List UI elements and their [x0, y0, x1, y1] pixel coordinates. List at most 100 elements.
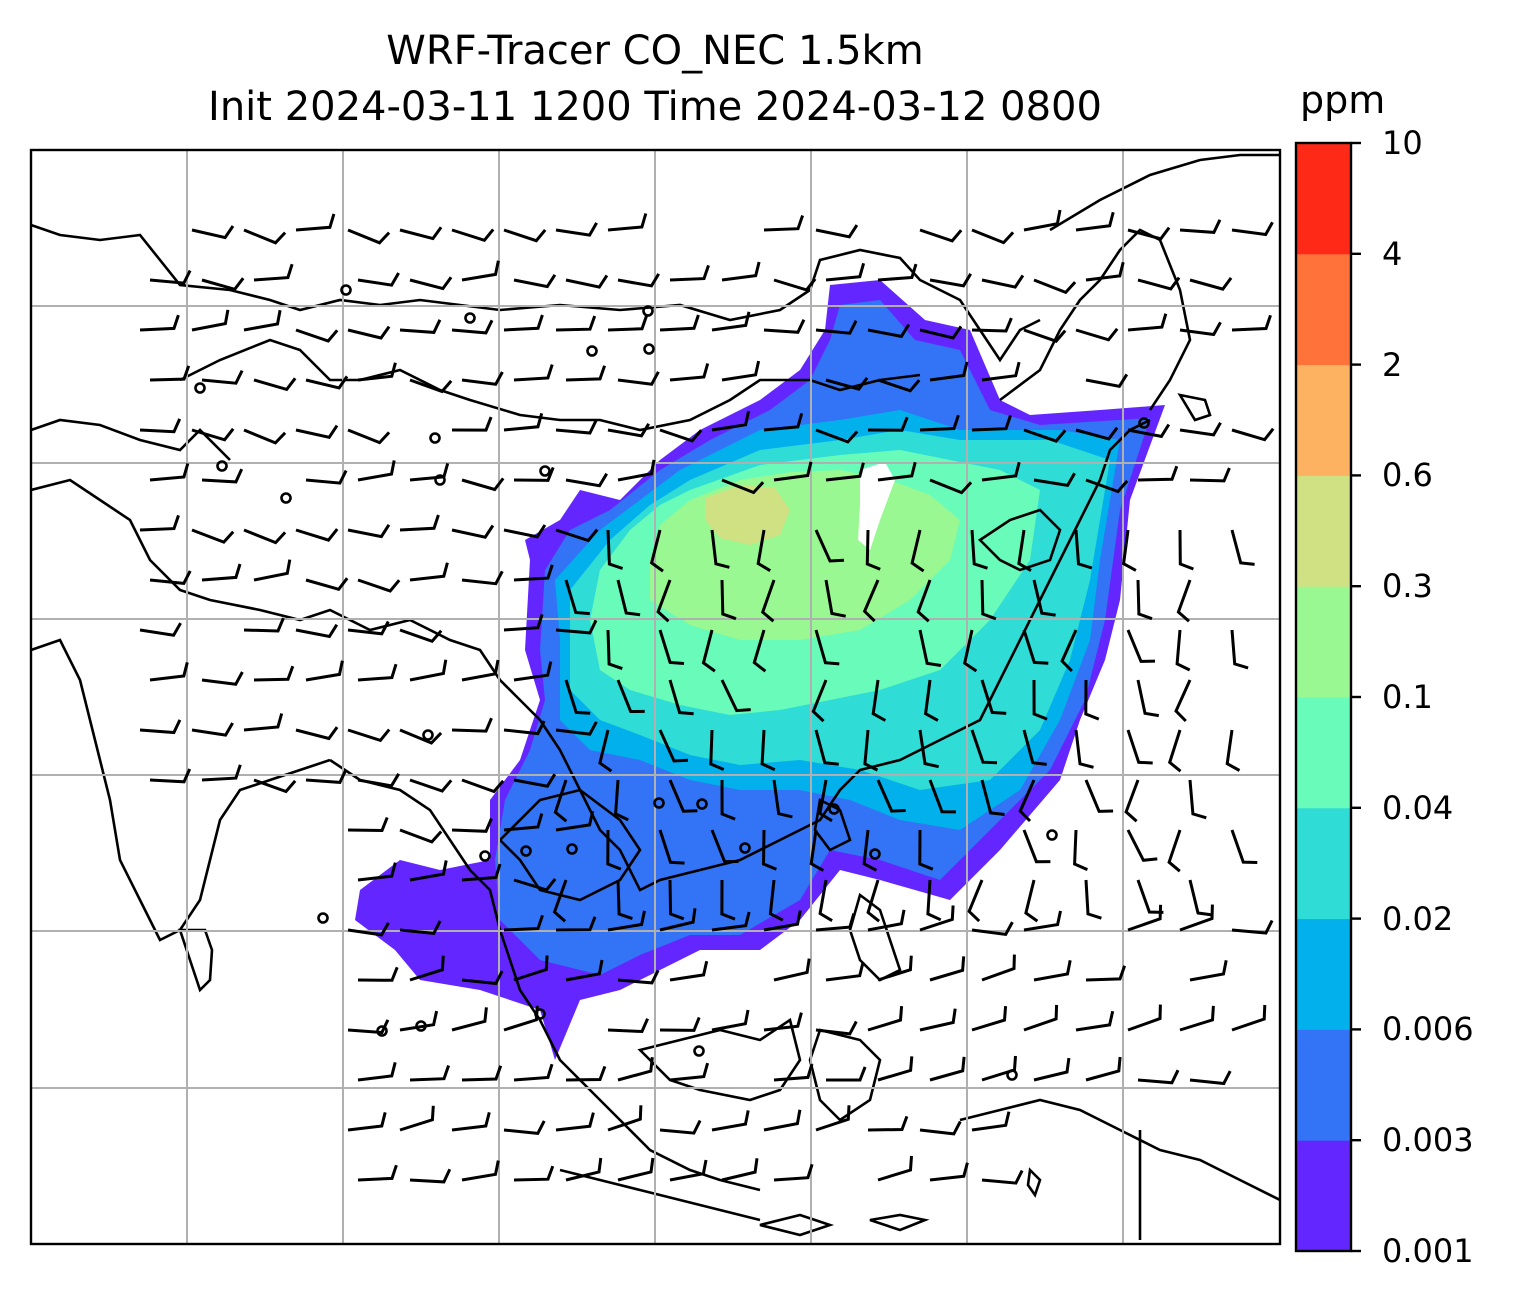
wind-barb [305, 769, 348, 784]
wind-barb [503, 720, 546, 736]
wind-barb [1137, 1069, 1180, 1085]
wind-barb [295, 726, 339, 741]
wind-barb [461, 371, 504, 386]
calm-marker [566, 843, 578, 855]
wind-barb [763, 412, 804, 432]
wind-barb [399, 920, 442, 935]
wind-barb [149, 768, 192, 784]
colorbar-segment [1296, 475, 1351, 587]
wind-barb [1084, 879, 1102, 920]
wind-barb [867, 1115, 909, 1132]
wind-barb [1136, 579, 1153, 621]
calm-marker [422, 729, 434, 741]
wind-barb [970, 729, 998, 765]
wind-barb [461, 659, 500, 682]
wind-barb [711, 1009, 750, 1032]
wind-barb [669, 1159, 708, 1182]
wind-barb [919, 905, 955, 932]
wind-barb [451, 416, 493, 432]
wind-barb [555, 528, 599, 543]
wind-barb [295, 213, 336, 232]
wind-barb [399, 514, 440, 532]
colorbar-segment [1296, 253, 1351, 366]
calm-marker [1138, 417, 1150, 429]
wind-barb [347, 1019, 390, 1035]
wind-barb [347, 228, 391, 245]
wind-barb [451, 817, 493, 833]
wind-barb [971, 414, 1012, 432]
wind-barb [1230, 629, 1249, 670]
wind-barb [1179, 904, 1214, 932]
colorbar-unit-label: ppm [1300, 78, 1386, 122]
calm-marker [280, 492, 292, 504]
wind-barb [1231, 221, 1274, 237]
wind-barb [1189, 1070, 1232, 1086]
wind-barb [825, 961, 865, 982]
wind-barb [347, 816, 389, 833]
wind-barb [815, 1020, 858, 1036]
wind-barb [1075, 426, 1119, 441]
wind-barb [513, 661, 553, 682]
wind-barb [565, 1065, 607, 1082]
wind-barb [607, 1018, 649, 1034]
wind-barb [409, 1065, 451, 1082]
wind-barb [1231, 1004, 1267, 1032]
map-frame [29, 148, 1282, 1246]
map-title-line-1: WRF-Tracer CO_NEC 1.5km [386, 28, 924, 74]
wind-barb [919, 414, 960, 432]
wind-barb [555, 315, 597, 332]
wind-barb [929, 273, 972, 288]
wind-barb [201, 671, 244, 686]
wind-barb [606, 829, 622, 871]
map-area [31, 150, 1280, 1244]
wind-barb [1023, 910, 1062, 932]
wind-barb [1231, 919, 1274, 935]
wind-barb [243, 228, 287, 245]
wind-barb [139, 719, 182, 735]
wind-barb [877, 1155, 913, 1182]
wind-barb [721, 261, 761, 282]
wind-barb [720, 579, 737, 621]
wind-barb [1085, 478, 1129, 494]
wind-barb [357, 1164, 398, 1182]
wind-barb [503, 524, 547, 539]
wind-barb [347, 620, 390, 636]
wind-barb [552, 879, 568, 923]
wind-barb [399, 1105, 435, 1132]
colorbar-tick-label: 10 [1382, 124, 1423, 162]
wind-barb [659, 1016, 701, 1032]
calm-marker [1006, 1069, 1018, 1081]
wind-barb [981, 1169, 1024, 1185]
wind-barb [1231, 314, 1272, 332]
wind-barb [862, 579, 880, 623]
wind-barb [980, 779, 1005, 816]
wind-barb [617, 459, 656, 482]
wind-barb [243, 713, 284, 732]
wind-barb [659, 314, 700, 332]
wind-barb [1075, 327, 1119, 342]
wind-barb [616, 679, 645, 714]
wind-barb [191, 225, 235, 240]
wind-barb [721, 1158, 759, 1182]
colorbar-tick-label: 0.006 [1382, 1010, 1474, 1049]
wind-barb [773, 1063, 814, 1082]
wind-barb [399, 226, 443, 241]
colorbar-tick-label: 0.3 [1382, 567, 1433, 606]
wind-barb [1032, 579, 1056, 617]
wind-barb [409, 778, 453, 793]
wind-barb [305, 577, 349, 592]
wind-barb [1124, 779, 1140, 823]
wind-barb [253, 778, 297, 794]
wind-barb [295, 328, 339, 343]
wind-barb [720, 679, 751, 713]
wind-barb [513, 773, 557, 788]
wind-barb [555, 1112, 595, 1132]
wind-barb [1179, 1005, 1215, 1032]
wind-barb [614, 779, 629, 822]
wind-barb [1023, 428, 1067, 443]
wind-barb [503, 613, 544, 632]
wind-barb [773, 1163, 814, 1182]
wind-barb [815, 1105, 851, 1132]
wind-barb [409, 860, 448, 882]
calm-marker [216, 460, 228, 472]
